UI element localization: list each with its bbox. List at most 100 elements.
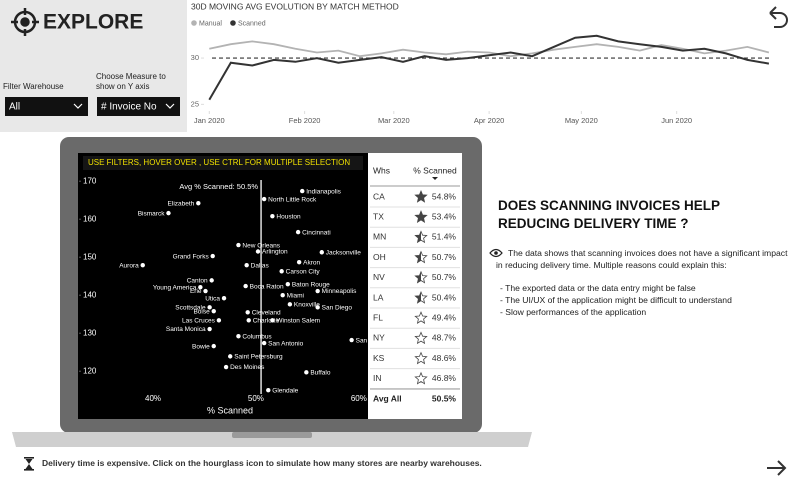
point-label: North Little Rock [268, 196, 317, 203]
scatter-point [140, 262, 145, 268]
table-cell: 48.6% [432, 353, 457, 363]
table-cell: 46.8% [432, 373, 457, 383]
scatter-point [255, 249, 261, 254]
table-total: Avg All [373, 393, 402, 403]
scatter-point [287, 302, 293, 307]
y-tick-label: 170 [83, 176, 97, 185]
table-header: % Scanned [413, 165, 457, 175]
kpi-star [414, 189, 428, 203]
legend-marker [191, 20, 197, 26]
y-tick-label: 140 [83, 290, 97, 299]
scatter-point [261, 340, 267, 346]
scatter-point [207, 326, 212, 332]
x-tick-label: 60% [351, 394, 367, 403]
table-screen [368, 153, 462, 419]
scatter-point [207, 305, 212, 310]
kpi-star [414, 270, 428, 284]
x-tick-label: Jan 2020 [194, 116, 225, 125]
dropdown-value: All [9, 102, 20, 113]
insight-text: The data shows that scanning invoices do… [496, 248, 788, 270]
legend-label: Scanned [238, 20, 266, 27]
warehouse-dropdown[interactable]: All [5, 97, 88, 116]
x-tick-label: May 2020 [565, 116, 598, 125]
series-line [209, 40, 770, 58]
scatter-point [296, 259, 302, 265]
hourglass-button[interactable] [24, 457, 34, 471]
scatter-point [245, 310, 250, 315]
laptop-notch [232, 432, 312, 438]
measure-dropdown[interactable]: # Invoice No [97, 97, 180, 116]
scatter-point [266, 388, 271, 393]
point-label: Minneapolis [322, 288, 357, 295]
scatter-point [315, 305, 320, 310]
point-label: Winston Salem [276, 317, 320, 324]
point-label: Scottsdale [175, 305, 206, 312]
point-label: Houston [276, 213, 301, 220]
table-cell: 51.4% [432, 232, 457, 242]
y-tick-label: 25 [191, 99, 199, 108]
table-cell: KS [373, 353, 385, 363]
chart-title: 30D MOVING AVG EVOLUTION BY MATCH METHOD [191, 1, 399, 11]
logo-icon [11, 8, 39, 36]
y-tick-label: 150 [83, 252, 97, 261]
table-cell: CA [373, 191, 385, 201]
scatter-point [285, 281, 291, 287]
scatter-point [221, 296, 227, 301]
laptop-base [12, 432, 532, 447]
point-label: Glendale [272, 387, 298, 394]
next-button[interactable] [767, 460, 787, 476]
point-label: San Jose [356, 337, 383, 344]
point-label: San Antonio [268, 340, 303, 347]
table-cell: 50.4% [432, 292, 457, 302]
kpi-star [414, 371, 428, 385]
point-label: Grand Forks [173, 253, 210, 260]
point-label: Erie [190, 288, 202, 295]
filter-label: Choose Measure to show on Y axis [96, 72, 166, 91]
scatter-point [196, 201, 201, 206]
table-cell: 50.7% [432, 272, 457, 282]
scatter-point [261, 196, 267, 202]
point-label: New Orleans [242, 242, 280, 249]
scatter-point [236, 334, 241, 339]
point-label: Boise [193, 308, 210, 315]
table-cell: 48.7% [432, 333, 457, 343]
bullet: - The UI/UX of the application might be … [500, 295, 732, 305]
point-label: San Diego [322, 305, 353, 312]
point-label: Boca Raton [250, 283, 284, 290]
eye-icon [489, 248, 503, 258]
point-label: Elizabeth [168, 200, 195, 207]
scatter-point [236, 242, 241, 248]
y-tick-label: 120 [83, 366, 97, 375]
table-cell: 50.7% [432, 252, 457, 262]
point-label: Cincinnati [302, 229, 331, 236]
point-label: Jacksonville [326, 249, 361, 256]
y-tick-label: 160 [83, 214, 97, 223]
footer-text: Delivery time is expensive. Click on the… [42, 458, 482, 468]
point-label: Indianapolis [306, 188, 341, 195]
point-label: Las Cruces [182, 317, 216, 324]
table-cell: 49.4% [432, 312, 457, 322]
insight-bullets: - The exported data or the data entry mi… [500, 282, 790, 318]
point-label: Cleveland [252, 310, 281, 317]
scatter-point [304, 370, 309, 375]
scatter-point [203, 288, 208, 294]
kpi-star [414, 290, 428, 304]
scatter-point [270, 213, 275, 219]
reference-label: Avg % Scanned: 50.5% [179, 182, 258, 191]
filter-label: Filter Warehouse [3, 82, 64, 91]
point-label: Aurora [119, 262, 139, 269]
scatter-point [270, 318, 275, 323]
x-tick-label: 40% [145, 394, 161, 403]
back-button[interactable] [769, 6, 788, 28]
kpi-star [414, 311, 428, 324]
x-tick-label: Apr 2020 [474, 116, 504, 125]
x-tick-label: Feb 2020 [289, 116, 321, 125]
table-cell: IN [373, 373, 382, 383]
table-cell: NV [373, 272, 385, 282]
table-cell: TX [373, 211, 384, 221]
scatter-point [349, 337, 354, 343]
banner-bar [83, 156, 363, 170]
x-tick-label: 50% [248, 394, 264, 403]
